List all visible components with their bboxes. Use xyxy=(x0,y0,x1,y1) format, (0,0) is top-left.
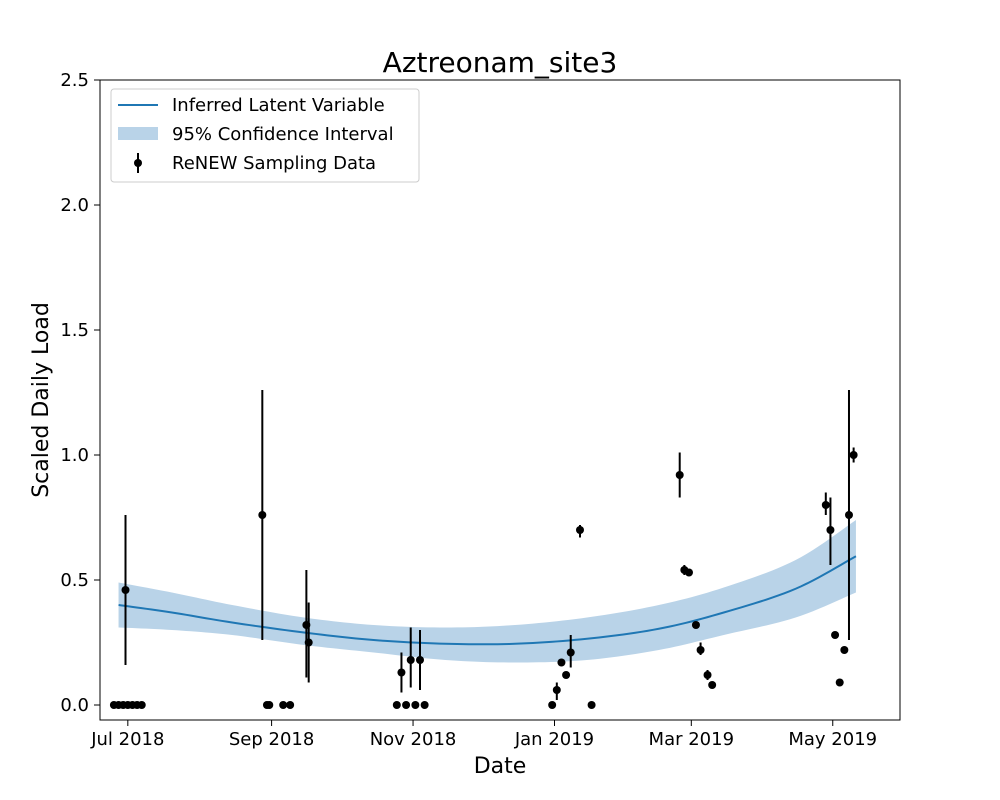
data-point-16 xyxy=(397,668,406,677)
data-point-40 xyxy=(840,646,849,654)
x-axis-label: Date xyxy=(474,754,527,779)
x-tick-label-2: Nov 2018 xyxy=(370,729,457,750)
data-point-11 xyxy=(279,701,288,709)
data-point-19 xyxy=(411,701,420,709)
confidence-band xyxy=(118,520,856,663)
data-point-17 xyxy=(402,701,411,709)
data-point-7 xyxy=(137,701,146,709)
x-tick-label-1: Sep 2018 xyxy=(229,729,314,750)
y-tick-label-1: 0.5 xyxy=(60,570,89,591)
legend-label-latent: Inferred Latent Variable xyxy=(172,95,385,116)
sampling-points-layer xyxy=(109,390,858,709)
y-tick-label-3: 1.5 xyxy=(60,320,89,341)
data-point-38 xyxy=(831,631,840,639)
data-point-25 xyxy=(562,671,571,679)
chart-title: Aztreonam_site3 xyxy=(383,46,618,79)
data-point-28 xyxy=(587,701,596,709)
legend-point-swatch xyxy=(134,159,142,167)
data-point-12 xyxy=(286,701,295,709)
data-point-3 xyxy=(121,586,130,594)
y-tick-label-4: 2.0 xyxy=(60,195,89,216)
legend-band-swatch xyxy=(118,127,158,140)
data-point-31 xyxy=(684,568,693,577)
data-point-20 xyxy=(416,656,424,664)
data-point-15 xyxy=(392,701,401,709)
data-point-14 xyxy=(304,638,313,647)
legend-label-band: 95% Confidence Interval xyxy=(172,124,394,145)
data-point-34 xyxy=(703,671,712,679)
data-point-26 xyxy=(566,648,575,657)
data-point-18 xyxy=(406,656,415,664)
data-point-8 xyxy=(258,511,267,519)
x-tick-label-3: Jan 2019 xyxy=(514,729,594,750)
data-point-42 xyxy=(849,451,858,459)
data-point-22 xyxy=(548,701,557,709)
x-tick-label-5: May 2019 xyxy=(788,729,877,750)
plot-frame xyxy=(99,79,901,721)
latent-variable-line xyxy=(118,555,857,646)
data-point-21 xyxy=(420,701,429,709)
confidence-band-layer xyxy=(118,520,856,663)
data-point-23 xyxy=(552,686,561,694)
y-tick-label-0: 0.0 xyxy=(60,695,89,716)
data-point-39 xyxy=(835,678,844,687)
latent-line-layer xyxy=(118,555,857,646)
legend: Inferred Latent Variable 95% Confidence … xyxy=(110,88,420,183)
legend-box xyxy=(110,88,420,183)
data-point-24 xyxy=(557,658,566,667)
data-point-35 xyxy=(708,681,717,689)
data-point-10 xyxy=(265,701,274,709)
y-tick-label-5: 2.5 xyxy=(60,70,89,91)
data-point-27 xyxy=(576,526,584,534)
data-point-32 xyxy=(691,621,700,629)
legend-label-data: ReNEW Sampling Data xyxy=(172,153,376,174)
data-point-29 xyxy=(675,471,684,479)
data-point-37 xyxy=(826,526,835,534)
y-tick-label-2: 1.0 xyxy=(60,445,89,466)
axes-layer: 0.0 0.5 1.0 1.5 2.0 2.5 Jul 2018 Sep 2018 Nov 20… xyxy=(60,70,901,750)
x-tick-label-4: Mar 2019 xyxy=(649,729,735,750)
data-point-41 xyxy=(844,511,853,519)
y-axis-label: Scaled Daily Load xyxy=(29,302,54,498)
x-tick-label-0: Jul 2018 xyxy=(90,729,164,750)
data-point-36 xyxy=(821,501,830,509)
data-point-33 xyxy=(696,646,705,654)
